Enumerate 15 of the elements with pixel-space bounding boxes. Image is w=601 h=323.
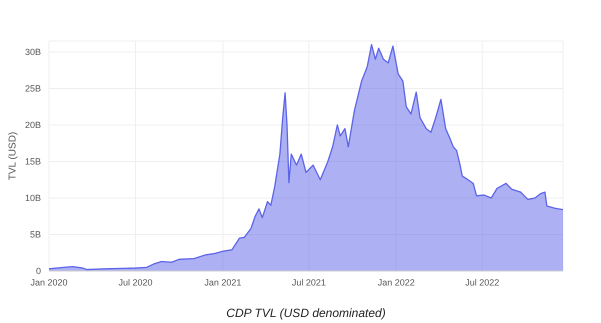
y-tick-label: 5B [30,230,41,240]
y-tick-label: 0 [36,266,41,276]
x-tick-label: Jul 2021 [292,277,326,288]
y-tick-label: 15B [24,156,41,167]
x-tick-label: Jan 2020 [30,277,68,288]
y-tick-label: 30B [24,47,41,58]
x-tick-label: Jul 2020 [118,277,152,288]
x-tick-label: Jan 2022 [378,277,415,288]
y-tick-label: 20B [24,120,41,130]
x-tick-label: Jan 2021 [204,277,242,288]
y-axis-title: TVL (USD) [8,132,19,180]
x-axis-title: CDP TVL (USD denominated) [226,306,386,320]
y-tick-label: 10B [24,193,41,204]
y-tick-label: 25B [24,84,41,94]
x-tick-label: Jul 2022 [465,277,500,288]
